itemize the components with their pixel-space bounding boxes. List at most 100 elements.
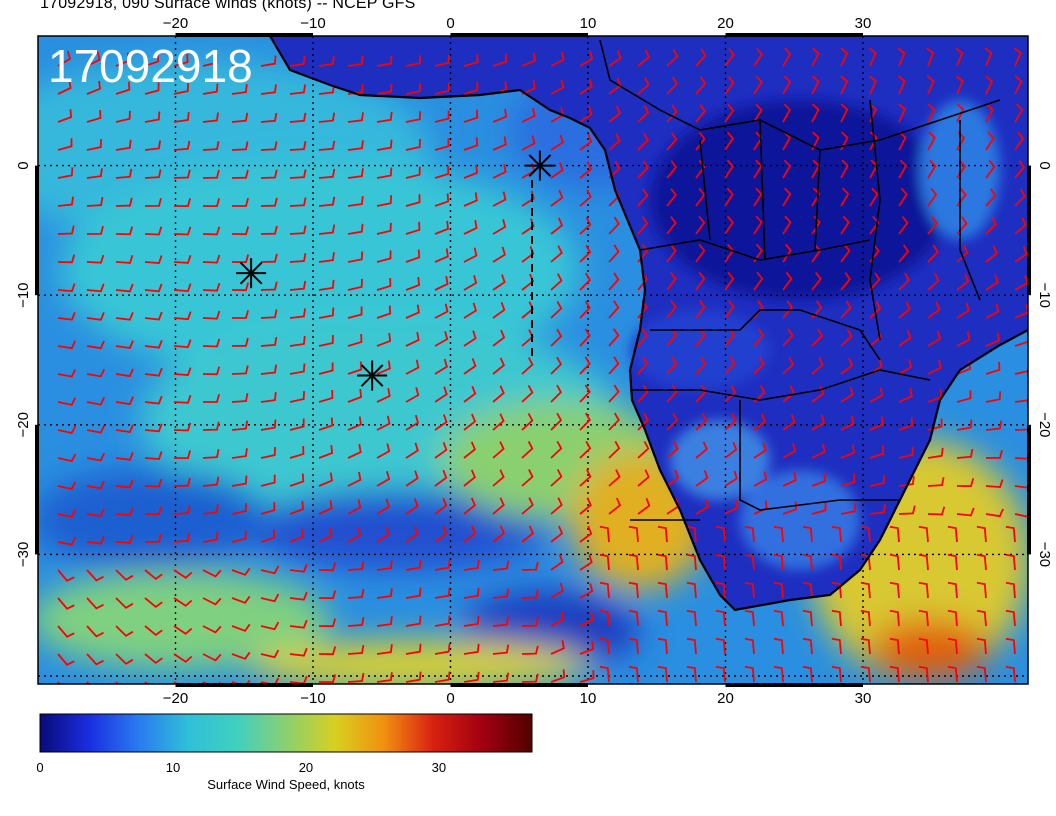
wind-barb-518 xyxy=(289,473,305,487)
wind-barb-360 xyxy=(637,328,649,347)
wind-barb-303 xyxy=(956,273,970,291)
wind-barb-550 xyxy=(231,503,247,515)
wind-barb-427 xyxy=(608,384,620,403)
wind-barb-104 xyxy=(115,139,132,151)
wind-barb-231 xyxy=(840,215,850,235)
wind-barb-624 xyxy=(405,559,422,571)
wind-barb-609 xyxy=(947,525,958,543)
wind-barb-361 xyxy=(666,328,678,347)
wind-barb-702 xyxy=(686,609,697,627)
wind-barb-449 xyxy=(260,419,277,431)
wind-barb-69 xyxy=(86,109,102,123)
wind-barb-479 xyxy=(144,451,163,460)
wind-barb-444 xyxy=(115,424,134,433)
wind-barb-178 xyxy=(289,197,307,207)
colorbar-ticks: 0 10 20 30 xyxy=(36,760,446,775)
wind-barb-491 xyxy=(492,441,505,459)
wind-barb-293 xyxy=(666,272,677,291)
wind-barb-762 xyxy=(463,671,480,683)
wind-barb-419 xyxy=(376,388,391,403)
wind-barb-82 xyxy=(463,109,479,123)
wind-barb-538 xyxy=(869,475,885,487)
wind-barb-123 xyxy=(666,132,678,151)
wind-barb-248 xyxy=(347,251,364,263)
wind-barb-628 xyxy=(521,561,539,571)
wind-barb-35 xyxy=(86,80,101,95)
wind-barb-267 xyxy=(898,244,910,263)
wind-barb-417 xyxy=(318,389,334,403)
wind-barb-680 xyxy=(57,625,75,638)
wind-barb-311 xyxy=(202,310,221,320)
wind-barb-630 xyxy=(579,554,593,571)
wind-barb-618 xyxy=(231,567,251,576)
wind-barb-336 xyxy=(927,301,941,319)
wind-barb-775 xyxy=(831,665,842,683)
wind-barb-206 xyxy=(115,226,134,236)
wind-barb-142 xyxy=(231,169,249,179)
frame-bar-top-3 xyxy=(450,33,588,37)
wind-barb-124 xyxy=(695,131,706,151)
country-borders xyxy=(599,39,1001,521)
wind-barb-480 xyxy=(173,450,191,460)
wind-barb-602 xyxy=(744,525,755,543)
wind-barb-200 xyxy=(927,187,938,207)
wind-barb-331 xyxy=(782,300,794,319)
wind-barb-534 xyxy=(753,471,768,487)
wind-barb-487 xyxy=(376,443,391,459)
wind-barb-421 xyxy=(434,386,448,403)
wind-barb-345 xyxy=(202,338,221,348)
wind-barb-382 xyxy=(289,363,306,375)
wind-barb-6 xyxy=(231,55,248,67)
wind-barb-286 xyxy=(463,275,478,291)
wind-barb-674 xyxy=(860,581,871,599)
wind-barb-441 xyxy=(1014,399,1028,403)
wind-barb-265 xyxy=(840,243,851,263)
wind-barb-573 xyxy=(898,505,916,515)
wind-barb-691 xyxy=(376,616,393,627)
wind-barb-614 xyxy=(115,569,134,581)
wind-barb-447 xyxy=(202,421,220,431)
wind-barb-410 xyxy=(115,396,134,406)
lat-axis-left: 0 −10 −20 −30 xyxy=(15,161,32,567)
wind-barb-314 xyxy=(289,308,306,319)
wind-barb-66 xyxy=(985,75,994,95)
wind-barb-483 xyxy=(260,447,276,459)
wind-barb-296 xyxy=(753,271,764,291)
wind-barb-583 xyxy=(202,531,219,543)
wind-barb-60 xyxy=(811,75,820,95)
wind-barb-169 xyxy=(1014,160,1026,179)
wind-barb-398 xyxy=(753,356,765,375)
wind-barb-319 xyxy=(434,303,449,319)
wind-barb-149 xyxy=(434,165,450,179)
wind-barb-664 xyxy=(579,583,594,599)
wind-barb-512 xyxy=(115,479,134,489)
wind-barb-83 xyxy=(492,108,507,123)
wind-barb-117 xyxy=(492,136,507,151)
wind-barb-770 xyxy=(686,665,697,683)
wind-barb-652 xyxy=(231,595,251,604)
wind-barb-108 xyxy=(231,141,249,151)
wind-barb-535 xyxy=(782,472,797,487)
wind-barb-216 xyxy=(405,221,421,235)
wind-barb-358 xyxy=(579,328,591,347)
wind-barb-214 xyxy=(347,223,364,235)
wind-barb-11 xyxy=(376,55,393,67)
wind-barb-718 xyxy=(173,653,193,663)
wind-barb-436 xyxy=(869,387,884,403)
wind-barb-227 xyxy=(724,215,734,235)
wind-barb-118 xyxy=(521,135,536,151)
wind-barb-776 xyxy=(860,665,871,683)
wind-barb-59 xyxy=(782,75,792,95)
wind-barb-219 xyxy=(492,219,507,235)
wind-barb-501 xyxy=(782,443,797,459)
wind-barb-301 xyxy=(898,272,911,291)
wind-barb-443 xyxy=(86,425,106,434)
wind-barb-597 xyxy=(599,525,610,543)
wind-barb-413 xyxy=(203,393,220,403)
wind-barb-380 xyxy=(231,365,249,375)
wind-barb-64 xyxy=(926,75,935,95)
wind-barb-97 xyxy=(898,103,907,123)
wind-barb-55 xyxy=(666,76,678,95)
wind-barb-712 xyxy=(976,609,987,627)
wind-barb-567 xyxy=(724,499,739,515)
